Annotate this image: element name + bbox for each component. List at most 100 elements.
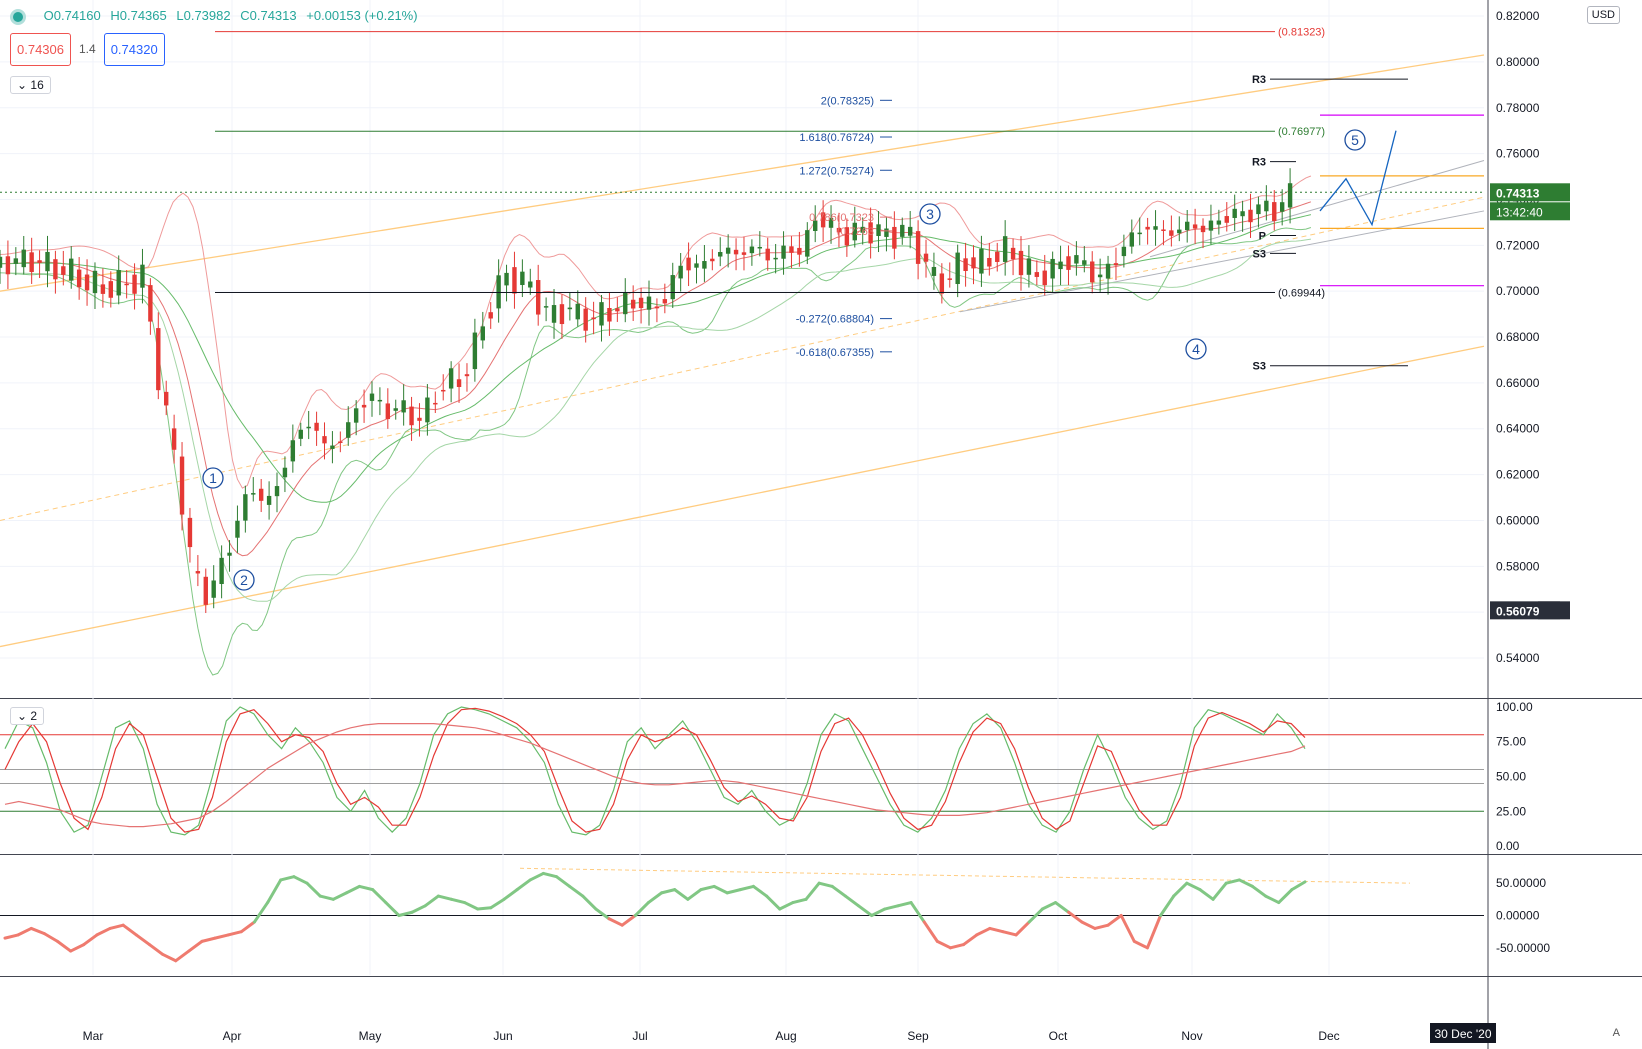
trend-line[interactable] [959, 210, 1485, 313]
candle-body [1169, 230, 1174, 236]
candle [551, 289, 557, 339]
trend-line[interactable] [1149, 160, 1485, 258]
osc-segment [1040, 901, 1058, 911]
candle [69, 246, 74, 289]
candle-body [670, 275, 675, 300]
y-tick-label: 0.66000 [1496, 376, 1540, 390]
candle-body [733, 249, 739, 255]
candle [773, 243, 778, 274]
candle [61, 250, 66, 286]
candle-body [377, 399, 383, 402]
candle [615, 297, 620, 322]
candle-body [314, 422, 319, 431]
stoch-pane-collapse-button[interactable]: ⌄ 2 [10, 707, 45, 725]
osc-trend-line[interactable] [519, 867, 1411, 884]
candle [995, 242, 1000, 272]
osc-segment [935, 939, 952, 950]
osc-segment [423, 894, 440, 908]
candle-body [765, 248, 770, 261]
candle [1145, 217, 1150, 245]
candle [219, 545, 224, 599]
fib-level-label: -0.272(0.68804) [796, 314, 874, 326]
osc-segment [121, 923, 138, 937]
candle-body [53, 259, 58, 280]
candle-body [116, 270, 121, 296]
candle-body [464, 374, 470, 377]
candle [156, 312, 161, 400]
candle [369, 381, 375, 417]
osc-segment [82, 933, 99, 947]
osc-segment [384, 901, 401, 917]
candle-body [860, 226, 865, 233]
bollinger-lower-fast [0, 227, 1312, 676]
candle [1074, 241, 1079, 276]
main-pane-collapse-button[interactable]: ⌄ 16 [10, 76, 51, 94]
osc-segment [1185, 881, 1202, 892]
candle-body [456, 379, 462, 387]
x-tick-label: Mar [83, 1029, 104, 1043]
market-status-icon[interactable] [10, 8, 26, 25]
candle [718, 237, 723, 267]
candle-body [646, 296, 652, 310]
wave-marker[interactable] [919, 203, 941, 225]
osc-segment [594, 907, 611, 921]
channel-upper-line[interactable] [0, 54, 1485, 292]
wave-label: 3 [926, 206, 934, 222]
wave-marker[interactable] [233, 569, 255, 591]
candle-body [1105, 263, 1111, 279]
candle-body [749, 246, 755, 254]
channel-mid-line[interactable] [0, 196, 1485, 521]
currency-button[interactable]: USD [1586, 6, 1620, 24]
candle-body [551, 305, 557, 323]
candle-body [401, 400, 406, 413]
sell-button[interactable]: 0.74306 [10, 32, 71, 66]
candle [623, 278, 628, 323]
fib-level-label: 1.618(0.76724) [799, 132, 874, 144]
candle-body [805, 230, 810, 257]
candle-body [1018, 250, 1024, 276]
candle-body [543, 306, 549, 308]
ohlc-legend: O0.74160 H0.74365 L0.73982 C0.74313 +0.0… [10, 8, 424, 25]
candle [1121, 234, 1127, 268]
osc-segment [883, 904, 900, 911]
y-tick-label: 0.78000 [1496, 101, 1540, 115]
candle-body [203, 576, 208, 605]
candle-body [274, 486, 280, 497]
wave-marker[interactable] [202, 467, 224, 489]
candle [251, 477, 256, 502]
wave-projection[interactable] [1319, 130, 1397, 227]
candle-body [322, 436, 327, 444]
candle [1137, 217, 1142, 246]
candle-body [61, 266, 66, 275]
y-tick-label: 0.64000 [1496, 422, 1540, 436]
candle [338, 431, 343, 453]
wave-marker[interactable] [1344, 129, 1366, 151]
osc-segment [1145, 914, 1163, 950]
wave-label: 2 [240, 572, 248, 588]
auto-scale-button[interactable]: A [1612, 1027, 1620, 1039]
osc-segment [1172, 881, 1189, 898]
candle-body [828, 217, 834, 228]
x-highlight-label: 30 Dec '20 [1435, 1027, 1492, 1041]
osc-segment [371, 888, 388, 905]
candle [53, 250, 58, 294]
candle-body [1145, 226, 1150, 230]
candle [662, 283, 668, 314]
candle-body [1082, 260, 1087, 265]
candle-body [757, 246, 763, 249]
pivot-label: P [1259, 230, 1266, 242]
y-tick-label: 0.72000 [1496, 238, 1540, 252]
osc-segment [449, 897, 467, 905]
candle [266, 481, 272, 520]
buy-button[interactable]: 0.74320 [103, 32, 165, 66]
candle-body [393, 408, 398, 411]
stoch-pane-label: 2 [30, 709, 38, 723]
spread-value: 1.4 [79, 42, 96, 56]
wave-marker[interactable] [1185, 338, 1207, 360]
channel-lower-line[interactable] [0, 345, 1485, 648]
candle-body [915, 231, 921, 264]
candle [955, 244, 960, 298]
candle-body [1272, 202, 1277, 221]
candle [496, 259, 501, 323]
